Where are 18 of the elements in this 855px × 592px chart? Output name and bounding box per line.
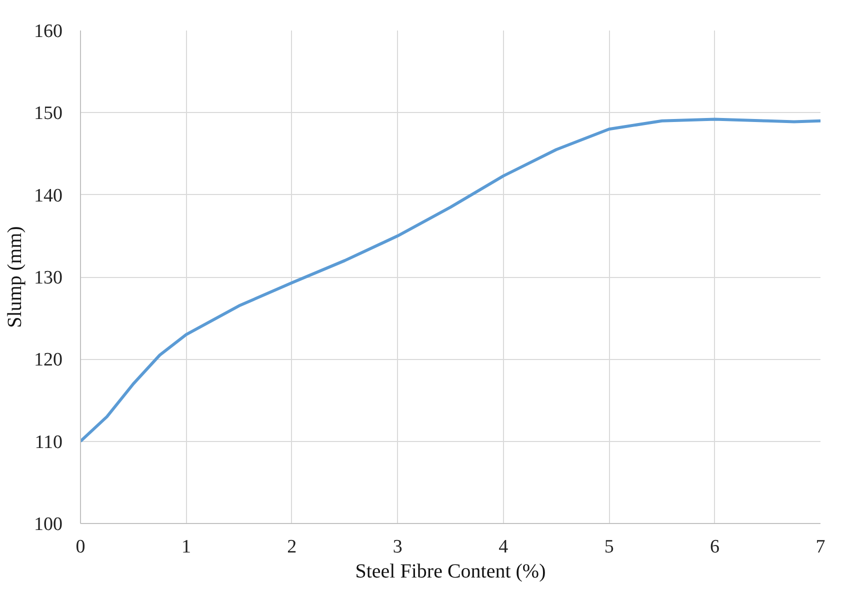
x-tick-label: 4	[498, 536, 509, 558]
x-tick-label: 5	[604, 536, 614, 558]
x-axis-title: Steel Fibre Content (%)	[355, 560, 546, 582]
x-tick-label: 1	[181, 536, 191, 558]
y-tick-label: 120	[34, 350, 62, 371]
y-tick-label: 110	[34, 432, 62, 453]
x-tick-label: 2	[287, 536, 297, 558]
y-tick-label: 160	[34, 21, 62, 42]
y-tick-label: 140	[34, 185, 62, 206]
line-series	[80, 118, 820, 443]
x-tick-label: 6	[710, 536, 720, 558]
y-tick-label: 100	[34, 514, 62, 535]
x-tick-label: 7	[816, 536, 826, 558]
x-tick-label: 0	[76, 536, 86, 558]
y-tick-label: 150	[34, 103, 62, 124]
x-tick-label: 3	[392, 536, 402, 558]
y-axis-title: Slump (mm)	[4, 226, 26, 328]
y-tick-label: 130	[34, 268, 62, 288]
